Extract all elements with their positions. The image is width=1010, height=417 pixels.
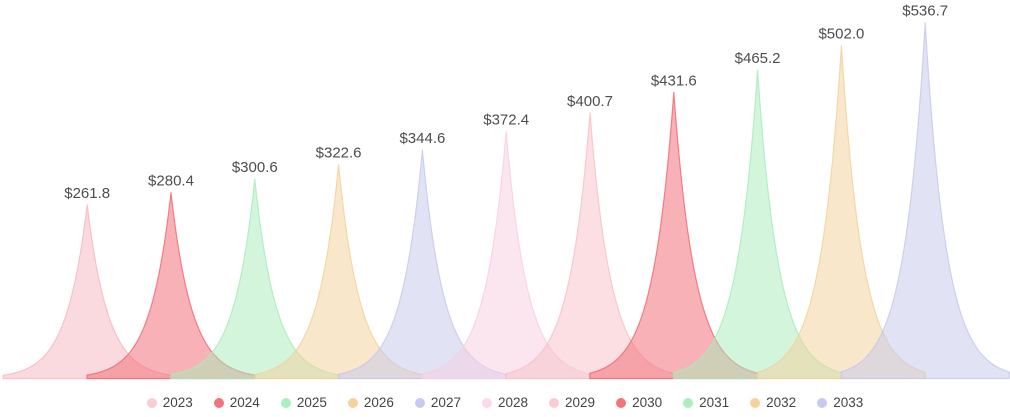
legend-item-2027[interactable]: 2027 [414, 395, 461, 411]
legend-dot-icon [616, 398, 627, 408]
legend-item-2029[interactable]: 2029 [549, 396, 595, 410]
legend-item-label: 2032 [766, 395, 797, 411]
legend-dot-icon [414, 398, 425, 408]
legend-item-2031[interactable]: 2031 [683, 396, 729, 410]
peak-value-label: $431.6 [651, 72, 697, 89]
legend-dot-icon [683, 398, 694, 408]
legend-dot-icon [481, 398, 492, 408]
legend-dot-icon [213, 398, 224, 408]
legend-item-label: 2027 [430, 395, 461, 411]
legend-item-label: 2033 [833, 395, 864, 411]
legend-item-2030[interactable]: 2030 [616, 396, 662, 410]
legend-item-2032[interactable]: 2032 [750, 396, 796, 410]
peak-value-label: $372.4 [483, 112, 529, 129]
legend-item-label: 2023 [162, 395, 193, 411]
peak-area-2033 [840, 22, 1010, 380]
legend-item-label: 2026 [363, 395, 394, 411]
peak-value-label: $502.0 [818, 26, 864, 43]
legend-dot-icon [146, 398, 157, 408]
legend-item-label: 2025 [296, 395, 327, 411]
legend-item-label: 2031 [699, 395, 730, 411]
peak-value-label: $280.4 [148, 173, 194, 190]
legend-dot-icon [549, 398, 560, 408]
chart-legend: 2023 2024 2025 2026 2027 2028 2029 2030 2031 2032… [0, 391, 1010, 415]
legend-item-2023[interactable]: 2023 [146, 395, 193, 411]
legend-dot-icon [750, 398, 761, 408]
legend-item-2025[interactable]: 2025 [280, 395, 327, 411]
legend-dot-icon [347, 398, 358, 408]
legend-dot-icon [817, 398, 828, 408]
market-size-chart: $261.8 $280.4 $300.6 $322.6 $344.6 $372.4 $400… [2, 3, 1010, 380]
legend-item-label: 2030 [632, 395, 663, 411]
legend-item-2024[interactable]: 2024 [213, 395, 260, 411]
peak-value-label: $300.6 [232, 159, 278, 176]
legend-item-2026[interactable]: 2026 [347, 395, 394, 411]
peak-value-label: $261.8 [64, 185, 110, 202]
peak-value-label: $536.7 [902, 3, 948, 20]
legend-item-2033[interactable]: 2033 [817, 396, 863, 410]
peak-value-label: $344.6 [399, 130, 445, 147]
peak-value-label: $322.6 [316, 145, 362, 162]
legend-item-label: 2028 [497, 395, 529, 411]
legend-dot-icon [280, 398, 291, 408]
legend-item-2028[interactable]: 2028 [481, 395, 529, 411]
legend-item-label: 2029 [565, 395, 596, 411]
legend-item-label: 2024 [229, 395, 260, 411]
peak-value-label: $400.7 [567, 93, 613, 110]
peak-value-label: $465.2 [735, 50, 781, 67]
